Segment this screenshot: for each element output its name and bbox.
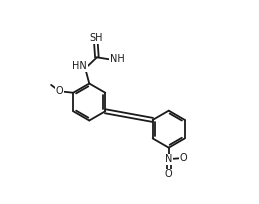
- Text: O: O: [165, 170, 172, 180]
- Text: SH: SH: [90, 33, 103, 43]
- Text: NH: NH: [110, 54, 125, 64]
- Text: O: O: [179, 153, 187, 163]
- Text: HN: HN: [72, 61, 87, 71]
- Text: O: O: [56, 86, 63, 96]
- Text: N: N: [165, 154, 172, 164]
